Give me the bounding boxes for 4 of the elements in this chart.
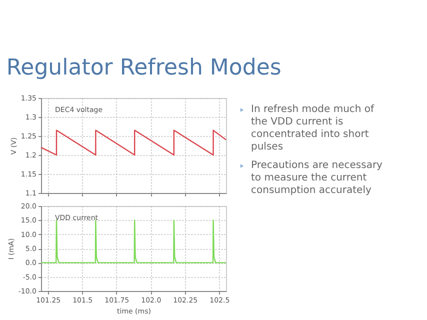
text: Precautions are necessary to measure the current consumption accurately xyxy=(251,160,383,196)
chart-title: Regulator Refresh Modes xyxy=(6,56,282,80)
line-series xyxy=(40,130,227,156)
text: In refresh mode much of the VDD current is concentrated into short pulses xyxy=(251,104,375,152)
